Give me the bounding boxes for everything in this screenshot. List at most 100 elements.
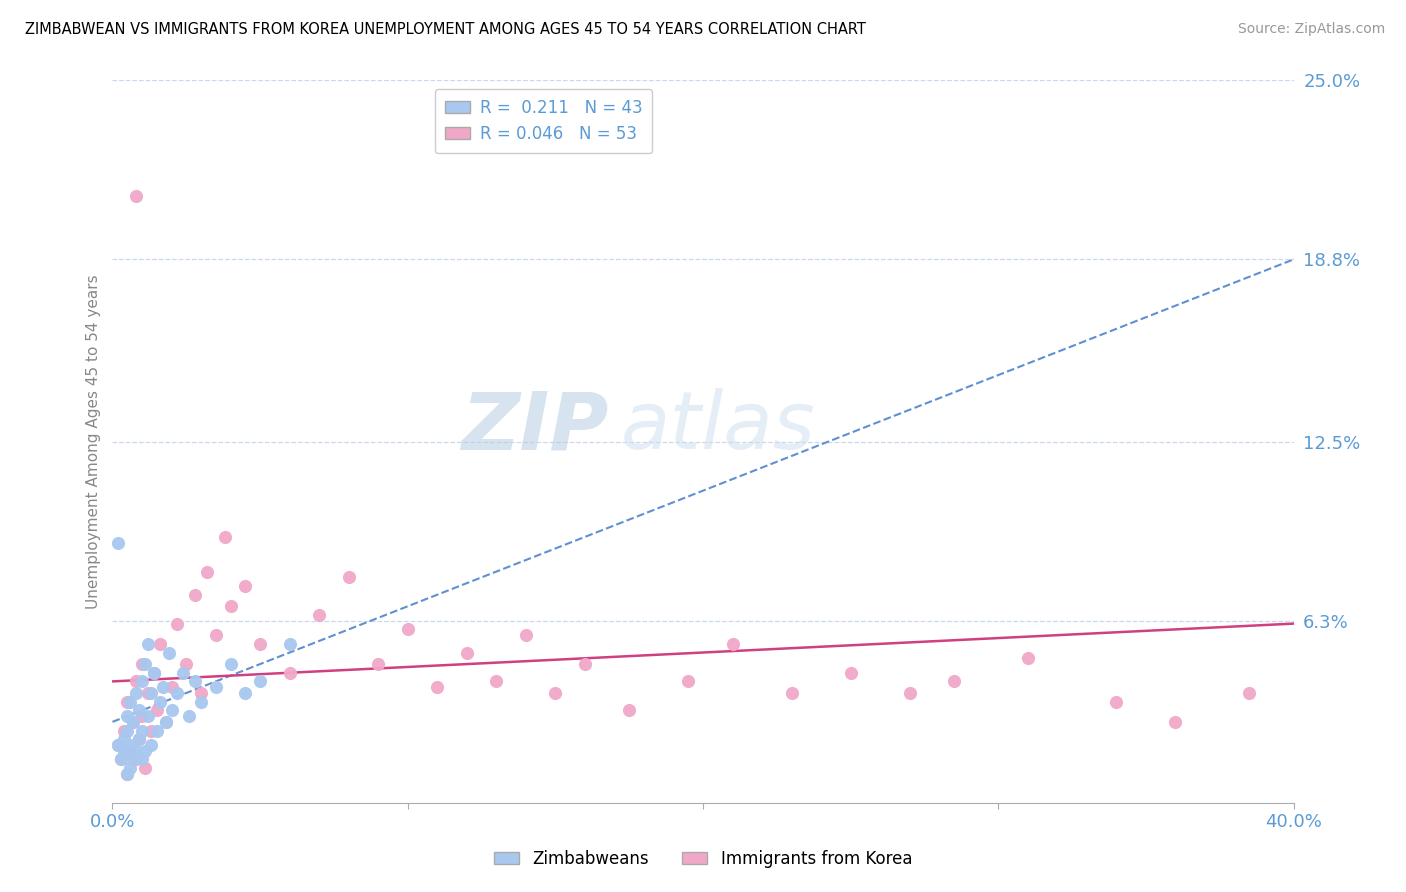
Text: ZIP: ZIP — [461, 388, 609, 467]
Point — [139, 738, 162, 752]
Point — [678, 674, 700, 689]
Point — [110, 752, 132, 766]
Point — [308, 607, 330, 622]
Point — [166, 616, 188, 631]
Point — [142, 665, 165, 680]
Point — [214, 530, 236, 544]
Point — [1017, 651, 1039, 665]
Point — [157, 646, 180, 660]
Point — [619, 703, 641, 717]
Point — [134, 744, 156, 758]
Y-axis label: Unemployment Among Ages 45 to 54 years: Unemployment Among Ages 45 to 54 years — [86, 274, 101, 609]
Point — [146, 703, 169, 717]
Point — [1105, 695, 1128, 709]
Point — [233, 579, 256, 593]
Point — [205, 680, 228, 694]
Point — [839, 665, 862, 680]
Point — [426, 680, 449, 694]
Point — [456, 646, 478, 660]
Point — [131, 752, 153, 766]
Text: Source: ZipAtlas.com: Source: ZipAtlas.com — [1237, 22, 1385, 37]
Point — [112, 744, 135, 758]
Point — [117, 695, 138, 709]
Point — [136, 637, 159, 651]
Point — [780, 686, 803, 700]
Point — [166, 686, 188, 700]
Point — [136, 709, 159, 723]
Point — [205, 628, 228, 642]
Point — [172, 665, 194, 680]
Point — [149, 695, 172, 709]
Point — [131, 657, 153, 671]
Point — [122, 714, 145, 729]
Point — [136, 686, 159, 700]
Point — [120, 695, 142, 709]
Point — [125, 189, 148, 203]
Point — [117, 723, 138, 738]
Point — [142, 665, 165, 680]
Point — [107, 738, 129, 752]
Point — [112, 732, 135, 747]
Point — [125, 744, 148, 758]
Point — [337, 570, 360, 584]
Point — [117, 767, 138, 781]
Point — [485, 674, 508, 689]
Point — [122, 714, 145, 729]
Point — [515, 628, 537, 642]
Point — [190, 695, 212, 709]
Point — [155, 714, 177, 729]
Point — [155, 714, 177, 729]
Point — [122, 752, 145, 766]
Text: ZIMBABWEAN VS IMMIGRANTS FROM KOREA UNEMPLOYMENT AMONG AGES 45 TO 54 YEARS CORRE: ZIMBABWEAN VS IMMIGRANTS FROM KOREA UNEM… — [25, 22, 866, 37]
Point — [160, 703, 183, 717]
Point — [544, 686, 567, 700]
Point — [131, 709, 153, 723]
Point — [249, 674, 271, 689]
Point — [131, 674, 153, 689]
Point — [184, 588, 207, 602]
Point — [149, 637, 172, 651]
Point — [110, 752, 132, 766]
Point — [233, 686, 256, 700]
Point — [112, 723, 135, 738]
Point — [367, 657, 389, 671]
Point — [574, 657, 596, 671]
Point — [117, 709, 138, 723]
Legend: Zimbabweans, Immigrants from Korea: Zimbabweans, Immigrants from Korea — [488, 844, 918, 875]
Legend: R =  0.211   N = 43, R = 0.046   N = 53: R = 0.211 N = 43, R = 0.046 N = 53 — [434, 88, 652, 153]
Point — [125, 752, 148, 766]
Point — [107, 738, 129, 752]
Point — [139, 686, 162, 700]
Text: atlas: atlas — [620, 388, 815, 467]
Point — [174, 657, 197, 671]
Point — [396, 623, 419, 637]
Point — [134, 657, 156, 671]
Point — [898, 686, 921, 700]
Point — [128, 703, 150, 717]
Point — [131, 723, 153, 738]
Point — [120, 744, 142, 758]
Point — [219, 599, 242, 614]
Point — [249, 637, 271, 651]
Point — [219, 657, 242, 671]
Point — [139, 723, 162, 738]
Point — [179, 709, 201, 723]
Point — [190, 686, 212, 700]
Point — [146, 723, 169, 738]
Point — [278, 665, 301, 680]
Point — [278, 637, 301, 651]
Point — [117, 767, 138, 781]
Point — [942, 674, 965, 689]
Point — [152, 680, 174, 694]
Point — [721, 637, 744, 651]
Point — [160, 680, 183, 694]
Point — [125, 686, 148, 700]
Point — [1239, 686, 1261, 700]
Point — [184, 674, 207, 689]
Point — [128, 732, 150, 747]
Point — [120, 738, 142, 752]
Point — [125, 674, 148, 689]
Point — [120, 761, 142, 775]
Point — [195, 565, 218, 579]
Point — [128, 732, 150, 747]
